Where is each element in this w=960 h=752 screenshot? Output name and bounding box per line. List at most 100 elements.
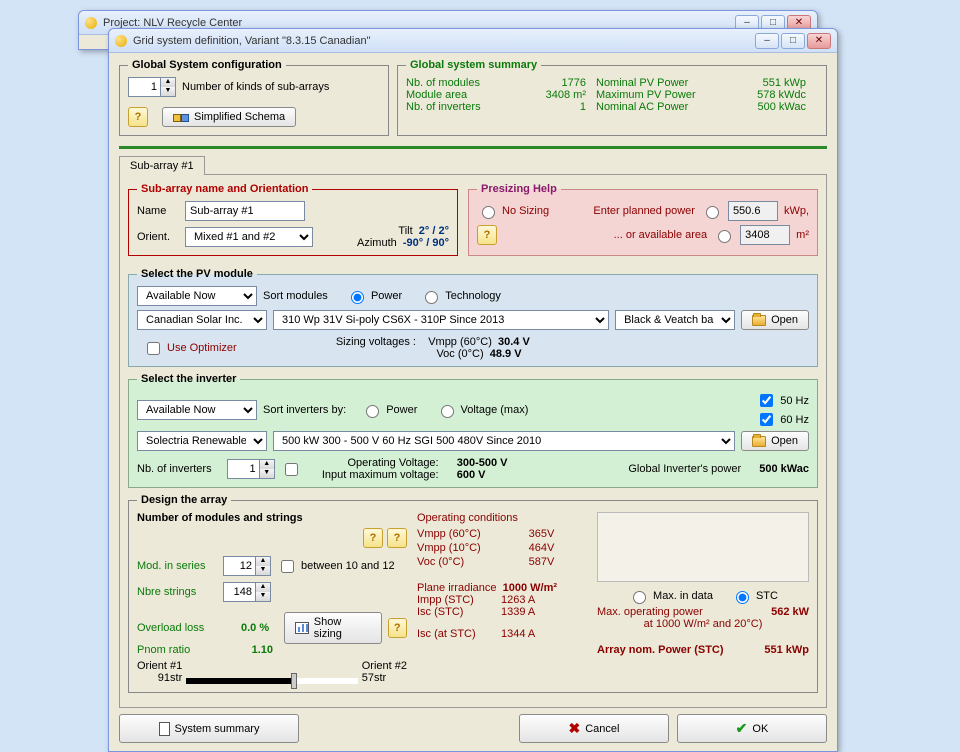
- vmpp-label: Vmpp (60°C): [428, 336, 492, 348]
- app-icon: [115, 35, 127, 47]
- overload-label: Overload loss: [137, 622, 215, 634]
- x-icon: ✖: [569, 720, 581, 737]
- stc-radio[interactable]: STC: [731, 588, 778, 604]
- hz50-check[interactable]: 50 Hz: [756, 391, 809, 410]
- sizing-voltages-label: Sizing voltages :: [336, 336, 416, 348]
- kinds-input[interactable]: [128, 77, 160, 97]
- azimuth-value: -90° / 90°: [403, 237, 449, 249]
- area-label: ... or available area: [614, 229, 708, 241]
- design-help1[interactable]: ?: [363, 528, 383, 548]
- name-input[interactable]: [185, 201, 305, 221]
- orient2-value: 57str: [362, 672, 407, 684]
- doc-icon: [159, 722, 170, 736]
- no-sizing-radio[interactable]: No Sizing: [477, 203, 549, 219]
- mod-series-spinner[interactable]: ▲▼: [223, 556, 271, 576]
- inv-manufacturer-select[interactable]: Solectria Renewables: [137, 431, 267, 451]
- subarray-tab[interactable]: Sub-array #1: [119, 156, 205, 175]
- nb-inverters-label: Nb. of inverters: [137, 463, 212, 475]
- global-summary-fieldset: Global system summary Nb. of modules1776…: [397, 59, 827, 136]
- pv-sort-label: Sort modules: [263, 290, 328, 302]
- inv-sort-voltage[interactable]: Voltage (max): [436, 402, 529, 418]
- isc-at-value: 1344 A: [501, 628, 535, 640]
- voc-label: Voc (0°C): [436, 348, 483, 360]
- nb-inverters-input[interactable]: [227, 459, 259, 479]
- between-check[interactable]: between 10 and 12: [277, 557, 395, 576]
- simplified-schema-button[interactable]: Simplified Schema: [162, 107, 296, 127]
- pnom-label: Pnom ratio: [137, 644, 217, 656]
- ok-button[interactable]: ✔ OK: [677, 714, 827, 743]
- max-voltage-label: Input maximum voltage:: [322, 469, 439, 481]
- inv-spec-select[interactable]: 500 kW 300 - 500 V 60 Hz SGI 500 480V Si…: [273, 431, 735, 451]
- impp-value: 1263 A: [501, 594, 535, 606]
- orient1-value: 91str: [137, 672, 182, 684]
- nbre-spinner[interactable]: ▲▼: [223, 582, 271, 602]
- voc-value: 48.9 V: [490, 348, 522, 360]
- divider: [119, 146, 827, 149]
- help-button[interactable]: ?: [128, 107, 148, 127]
- close-button[interactable]: ✕: [807, 33, 831, 49]
- check-icon: ✔: [736, 720, 748, 737]
- max-in-data-radio[interactable]: Max. in data: [628, 588, 713, 604]
- area-unit: m²: [796, 229, 809, 241]
- op-voltage-label: Operating Voltage:: [347, 457, 438, 469]
- folder-icon: [752, 315, 766, 326]
- orient-slider[interactable]: [186, 678, 358, 684]
- impp-label: Impp (STC): [417, 594, 487, 606]
- global-config-fieldset: Global System configuration ▲▼ Number of…: [119, 59, 389, 136]
- mod-series-input[interactable]: [223, 556, 255, 576]
- grid-system-window: Grid system definition, Variant "8.3.15 …: [108, 28, 838, 752]
- pv-spec-select[interactable]: 310 Wp 31V Si-poly CS6X - 310P Since 201…: [273, 310, 609, 330]
- kinds-down[interactable]: ▼: [161, 87, 175, 96]
- pv-sort-power[interactable]: Power: [346, 288, 402, 304]
- pv-db-select[interactable]: Black & Veatch base: [615, 310, 735, 330]
- hz60-check[interactable]: 60 Hz: [756, 410, 809, 429]
- tilt-value: 2° / 2°: [419, 225, 449, 237]
- nb-inverters-check[interactable]: [285, 463, 298, 476]
- kinds-up[interactable]: ▲: [161, 78, 175, 87]
- planned-power-radio[interactable]: [706, 206, 719, 219]
- titlebar: Grid system definition, Variant "8.3.15 …: [109, 29, 837, 53]
- isc-label: Isc (STC): [417, 606, 487, 618]
- pv-open-button[interactable]: Open: [741, 310, 809, 330]
- window-title: Grid system definition, Variant "8.3.15 …: [133, 35, 755, 47]
- irradiance-label: Plane irradiance: [417, 582, 497, 594]
- show-sizing-button[interactable]: Show sizing: [284, 612, 381, 644]
- pv-availability-select[interactable]: Available Now: [137, 286, 257, 306]
- inv-sort-power[interactable]: Power: [361, 402, 417, 418]
- inv-open-button[interactable]: Open: [741, 431, 809, 451]
- inv-availability-select[interactable]: Available Now: [137, 400, 257, 420]
- presizing-help-button[interactable]: ?: [477, 225, 497, 245]
- orient-select[interactable]: Mixed #1 and #2: [185, 227, 313, 247]
- nb-inverters-spinner[interactable]: ▲▼: [227, 459, 275, 479]
- nbre-label: Nbre strings: [137, 586, 217, 598]
- pv-sort-tech[interactable]: Technology: [420, 288, 501, 304]
- inverter-fieldset: Select the inverter Available Now Sort i…: [128, 373, 818, 488]
- kinds-label: Number of kinds of sub-arrays: [182, 81, 329, 93]
- max-op-power-value: 562 kW: [771, 606, 809, 618]
- orient1-label: Orient #1: [137, 660, 182, 672]
- area-input[interactable]: [740, 225, 790, 245]
- kinds-spinner[interactable]: ▲▼: [128, 77, 176, 97]
- design-help2[interactable]: ?: [387, 528, 407, 548]
- use-optimizer-check[interactable]: Use Optimizer: [143, 339, 237, 358]
- presizing-fieldset: Presizing Help No Sizing Enter planned p…: [468, 183, 818, 256]
- mod-series-label: Mod. in series: [137, 560, 217, 572]
- system-summary-button[interactable]: System summary: [119, 714, 299, 743]
- overload-value: 0.0 %: [221, 622, 270, 634]
- global-power-label: Global Inverter's power: [628, 463, 741, 475]
- planned-power-input[interactable]: [728, 201, 778, 221]
- summary-grid: Nb. of modules1776Nominal PV Power551 kW…: [406, 77, 818, 113]
- min-button[interactable]: –: [755, 33, 779, 49]
- max-voltage-value: 600 V: [457, 469, 508, 481]
- name-label: Name: [137, 205, 179, 217]
- irradiance-value: 1000 W/m²: [503, 582, 557, 594]
- nbre-input[interactable]: [223, 582, 255, 602]
- global-summary-legend: Global system summary: [406, 59, 541, 71]
- op-cond-legend: Operating conditions: [417, 512, 587, 524]
- pv-manufacturer-select[interactable]: Canadian Solar Inc.: [137, 310, 267, 330]
- max-button[interactable]: □: [781, 33, 805, 49]
- cancel-button[interactable]: ✖ Cancel: [519, 714, 669, 743]
- azimuth-label: Azimuth: [357, 237, 397, 249]
- area-radio[interactable]: [718, 230, 731, 243]
- design-help3[interactable]: ?: [388, 618, 407, 638]
